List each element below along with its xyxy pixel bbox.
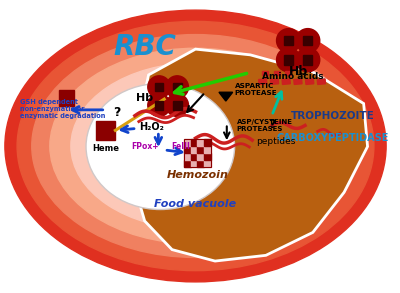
Bar: [184, 146, 191, 153]
Bar: [59, 90, 74, 106]
Circle shape: [166, 76, 188, 98]
Bar: [303, 36, 312, 45]
Bar: [155, 83, 164, 91]
Bar: [198, 153, 204, 160]
Bar: [184, 160, 191, 166]
Text: Hb: Hb: [136, 93, 153, 103]
Ellipse shape: [17, 21, 374, 271]
Bar: [155, 101, 164, 110]
Bar: [191, 139, 198, 146]
Bar: [204, 160, 211, 166]
Circle shape: [296, 48, 320, 72]
Circle shape: [296, 29, 320, 52]
Circle shape: [166, 94, 188, 117]
Bar: [317, 79, 326, 84]
Text: Food vacuole: Food vacuole: [154, 199, 236, 209]
Bar: [204, 153, 211, 160]
Text: TROPHOZOITE: TROPHOZOITE: [290, 111, 374, 121]
Bar: [204, 146, 211, 153]
Bar: [173, 101, 182, 110]
Circle shape: [148, 76, 170, 98]
Text: CARBOXYPEPTIDASE: CARBOXYPEPTIDASE: [276, 133, 388, 143]
Bar: [303, 55, 312, 64]
Bar: [173, 83, 182, 91]
Bar: [198, 146, 204, 153]
Circle shape: [276, 48, 300, 72]
Text: RBC: RBC: [113, 33, 176, 61]
Text: GSH dependent
non-enzymatic or
enzymatic degradation: GSH dependent non-enzymatic or enzymatic…: [20, 99, 105, 119]
Bar: [191, 153, 198, 160]
Bar: [184, 139, 211, 166]
Text: H₂O₂: H₂O₂: [139, 122, 164, 132]
Bar: [191, 146, 198, 153]
Polygon shape: [219, 92, 233, 101]
Ellipse shape: [71, 63, 320, 229]
Bar: [204, 139, 211, 146]
Text: ASPARTIC
PROTEASE: ASPARTIC PROTEASE: [235, 83, 277, 96]
Text: ASP/CYSTEINE
PROTEASES: ASP/CYSTEINE PROTEASES: [236, 119, 292, 132]
Text: Heme: Heme: [92, 144, 119, 153]
Bar: [294, 79, 302, 84]
Bar: [270, 79, 278, 84]
Bar: [259, 79, 267, 84]
Ellipse shape: [32, 35, 359, 258]
Ellipse shape: [5, 10, 386, 282]
Bar: [191, 160, 198, 166]
Text: ?: ?: [114, 106, 121, 119]
Polygon shape: [133, 49, 368, 261]
Text: Hb: Hb: [288, 65, 308, 78]
Circle shape: [148, 94, 170, 117]
Bar: [262, 71, 268, 75]
Bar: [198, 160, 204, 166]
Bar: [274, 71, 280, 75]
Text: Hemozoin: Hemozoin: [166, 171, 228, 180]
Text: FPox+: FPox+: [131, 142, 158, 151]
Ellipse shape: [50, 48, 341, 244]
Text: peptides: peptides: [256, 137, 296, 146]
Ellipse shape: [86, 84, 235, 209]
Bar: [184, 153, 191, 160]
Text: ?: ?: [268, 118, 276, 132]
Text: Amino acids: Amino acids: [262, 72, 324, 81]
Bar: [198, 139, 204, 146]
Bar: [284, 36, 293, 45]
Bar: [306, 79, 314, 84]
Bar: [282, 79, 290, 84]
Bar: [96, 121, 115, 140]
Bar: [284, 55, 293, 64]
Circle shape: [276, 29, 300, 52]
Text: FeIII: FeIII: [172, 142, 190, 151]
Bar: [286, 71, 291, 75]
Bar: [184, 139, 191, 146]
